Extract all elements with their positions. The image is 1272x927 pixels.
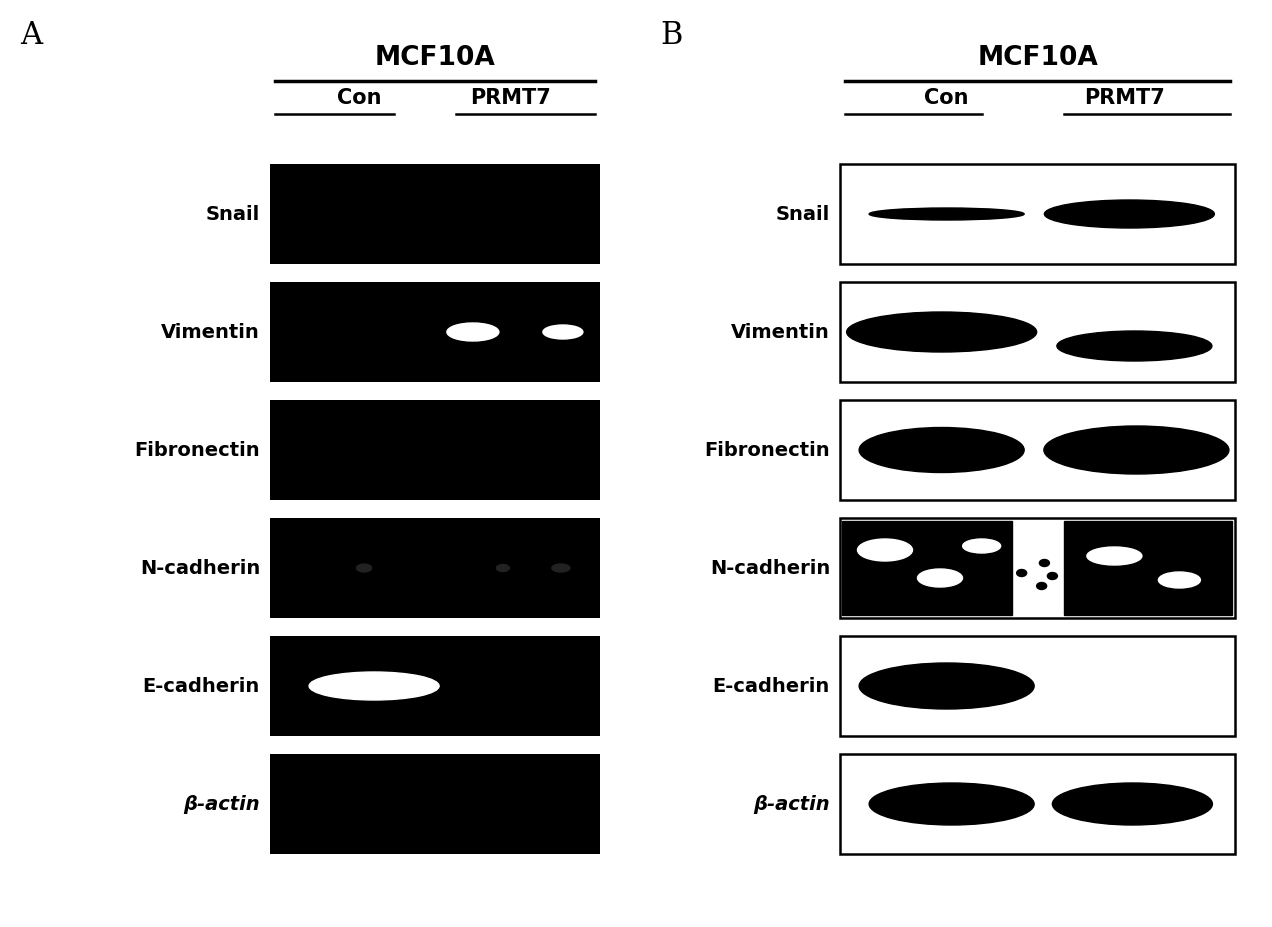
Bar	[270, 400, 600, 501]
Polygon shape	[1065, 521, 1233, 616]
Text: Snail: Snail	[776, 205, 831, 224]
Text: E-cadherin: E-cadherin	[142, 677, 259, 696]
Text: N-cadherin: N-cadherin	[140, 559, 259, 578]
Bar	[270, 636, 600, 736]
Ellipse shape	[1044, 426, 1229, 475]
Ellipse shape	[543, 325, 583, 339]
Ellipse shape	[1047, 573, 1057, 580]
Ellipse shape	[446, 324, 499, 342]
Ellipse shape	[859, 664, 1034, 709]
Bar	[840, 755, 1235, 854]
Text: Fibronectin: Fibronectin	[705, 441, 831, 460]
Bar	[840, 518, 1235, 618]
Text: β-actin: β-actin	[753, 794, 831, 814]
Ellipse shape	[857, 540, 912, 562]
Ellipse shape	[552, 565, 570, 572]
Ellipse shape	[1052, 783, 1212, 825]
Bar	[840, 283, 1235, 383]
Polygon shape	[842, 521, 1011, 616]
Ellipse shape	[847, 312, 1037, 352]
Text: Fibronectin: Fibronectin	[135, 441, 259, 460]
Bar	[840, 400, 1235, 501]
Ellipse shape	[496, 565, 509, 572]
Text: N-cadherin: N-cadherin	[710, 559, 831, 578]
Ellipse shape	[1037, 583, 1047, 590]
Text: β-actin: β-actin	[183, 794, 259, 814]
Ellipse shape	[1057, 332, 1212, 362]
Ellipse shape	[1044, 201, 1215, 229]
Text: Vimentin: Vimentin	[162, 324, 259, 342]
Text: B: B	[660, 20, 682, 51]
Text: MCF10A: MCF10A	[375, 44, 495, 71]
Bar	[270, 518, 600, 618]
Text: A: A	[20, 20, 42, 51]
Ellipse shape	[869, 783, 1034, 825]
Text: Vimentin: Vimentin	[731, 324, 831, 342]
Bar	[270, 165, 600, 265]
Ellipse shape	[1086, 548, 1142, 565]
Text: Con: Con	[337, 88, 382, 108]
Text: MCF10A: MCF10A	[977, 44, 1098, 71]
Text: Con: Con	[925, 88, 969, 108]
Ellipse shape	[1039, 560, 1049, 567]
Ellipse shape	[1016, 570, 1027, 577]
Bar	[270, 755, 600, 854]
Ellipse shape	[1159, 572, 1201, 589]
Bar	[270, 283, 600, 383]
Bar	[840, 165, 1235, 265]
Ellipse shape	[859, 428, 1024, 473]
Text: PRMT7: PRMT7	[1084, 88, 1165, 108]
Text: Snail: Snail	[206, 205, 259, 224]
Ellipse shape	[963, 540, 1001, 553]
Text: PRMT7: PRMT7	[471, 88, 551, 108]
Text: E-cadherin: E-cadherin	[712, 677, 831, 696]
Ellipse shape	[356, 565, 371, 572]
Bar	[840, 636, 1235, 736]
Ellipse shape	[869, 209, 1024, 221]
Ellipse shape	[917, 569, 963, 588]
Ellipse shape	[309, 672, 439, 700]
